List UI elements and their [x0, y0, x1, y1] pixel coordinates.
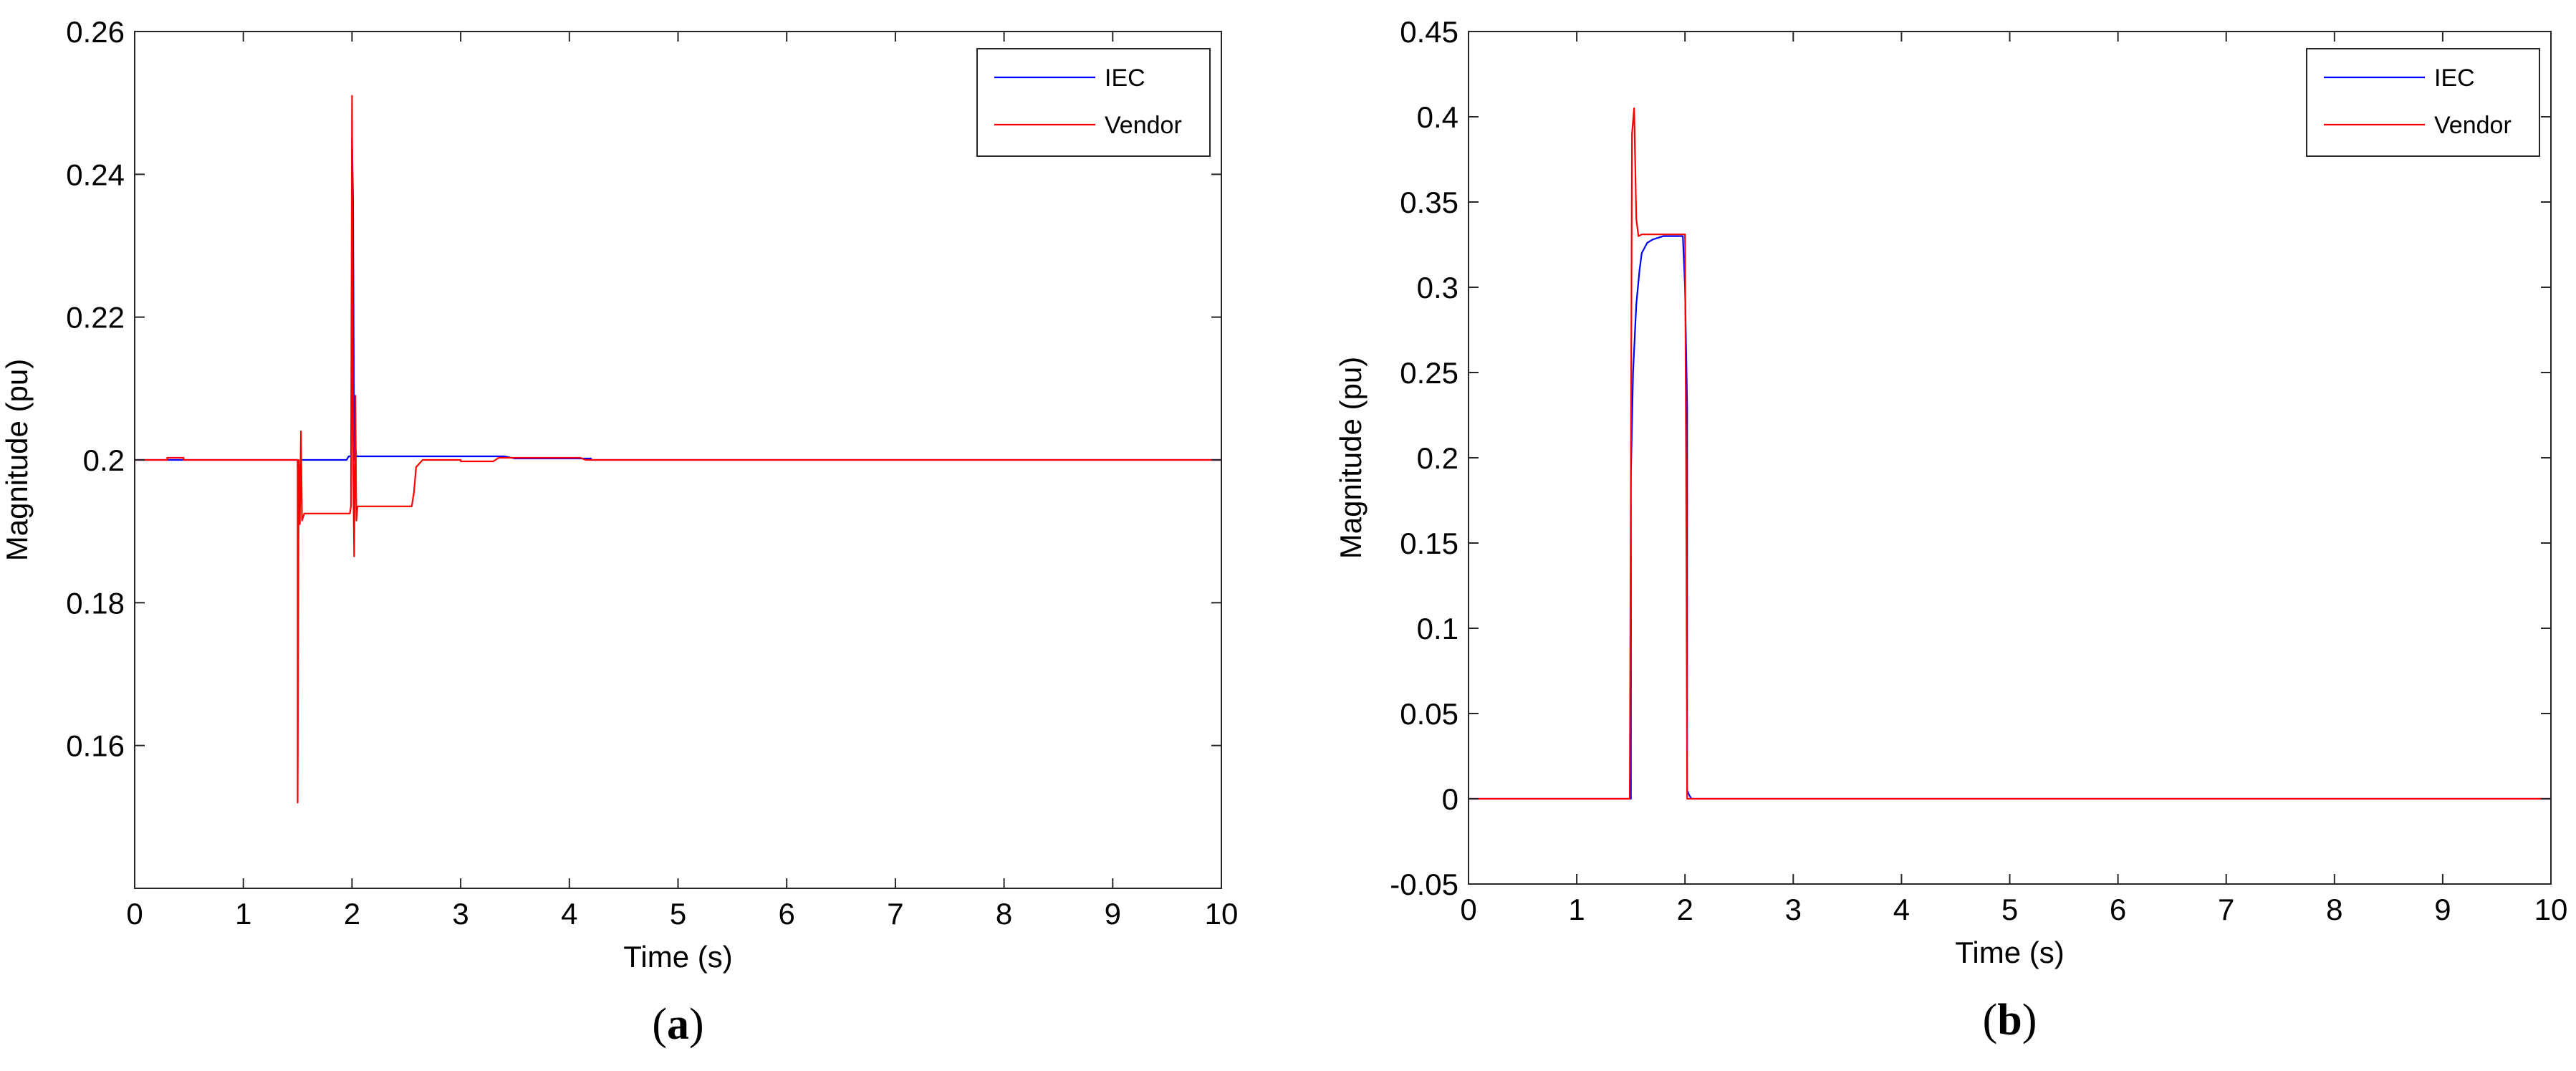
legend-box: [976, 48, 1211, 157]
y-tick-label: -0.05: [1390, 868, 1458, 901]
x-tick-label: 0: [126, 897, 143, 931]
x-tick-label: 5: [2001, 893, 2018, 926]
y-tick-label: 0.15: [1400, 527, 1458, 560]
y-tick-label: 0.22: [66, 301, 125, 335]
y-tick-label: 0.35: [1400, 186, 1458, 219]
y-tick-label: 0.25: [1400, 356, 1458, 390]
x-tick-label: 8: [2326, 893, 2342, 926]
x-axis-title: Time (s): [623, 940, 732, 974]
y-tick-label: 0.45: [1400, 15, 1458, 49]
y-axis-title: Magnitude (pu): [0, 359, 34, 562]
x-tick-label: 5: [670, 897, 686, 931]
y-tick-label: 0.18: [66, 586, 125, 620]
legend-label-iec: IEC: [2434, 64, 2475, 92]
legend-label-vendor: Vendor: [1105, 112, 1182, 139]
y-tick-label: 0: [1442, 782, 1458, 816]
x-tick-label: 7: [887, 897, 903, 931]
y-tick-label: 0.3: [1417, 271, 1458, 304]
legend: IEC Vendor: [2306, 48, 2540, 157]
series-lines: [135, 95, 1221, 804]
y-tick-label: 0.24: [66, 158, 125, 191]
x-tick-label: 9: [1105, 897, 1121, 931]
panel-label: (b): [1983, 996, 2037, 1044]
x-tick-label: 1: [235, 897, 251, 931]
y-axis-title: Magnitude (pu): [1334, 357, 1368, 559]
x-tick-label: 2: [344, 897, 360, 931]
x-tick-label: 7: [2218, 893, 2234, 926]
y-tick-label: 0.2: [1417, 441, 1458, 475]
x-tick-label: 6: [779, 897, 795, 931]
y-tick-label: 0.1: [1417, 612, 1458, 645]
x-tick-label: 9: [2434, 893, 2451, 926]
series-line-vendor: [135, 95, 1221, 804]
y-tick-label: 0.26: [66, 15, 125, 49]
legend-label-vendor: Vendor: [2434, 112, 2512, 139]
x-tick-label: 8: [996, 897, 1012, 931]
x-tick-label: 1: [1568, 893, 1585, 926]
y-tick-label: 0.4: [1417, 100, 1458, 134]
y-tick-label: 0.16: [66, 729, 125, 763]
x-tick-label: 2: [1677, 893, 1693, 926]
x-tick-label: 6: [2110, 893, 2126, 926]
legend-box: [2306, 48, 2540, 157]
x-tick-label: 10: [1205, 897, 1239, 931]
panel-label: (a): [652, 1000, 703, 1049]
legend-label-iec: IEC: [1105, 64, 1145, 92]
x-tick-label: 4: [561, 897, 577, 931]
x-tick-label: 3: [452, 897, 468, 931]
x-tick-label: 3: [1785, 893, 1802, 926]
x-tick-label: 4: [1893, 893, 1910, 926]
x-tick-label: 10: [2534, 893, 2568, 926]
x-axis-title: Time (s): [1955, 936, 2064, 969]
plot-area: [1469, 32, 2551, 884]
chart-panel-b: 0 1 2 3 4 5 6 7 8 9 10-0.0500.050.10.150.20.250.30…: [1334, 15, 2567, 1044]
x-tick-label: 0: [1460, 893, 1476, 926]
series-line-vendor: [1469, 107, 2551, 800]
chart-panel-a: 0 1 2 3 4 5 6 7 8 9 10 0.16 0.18 0.2 0.22 0.24 0.26 Time …: [0, 15, 1238, 1049]
y-tick-label: 0.2: [83, 443, 125, 477]
legend: IEC Vendor: [976, 48, 1211, 157]
y-tick-label: 0.05: [1400, 697, 1458, 731]
series-lines: [1469, 107, 2551, 800]
